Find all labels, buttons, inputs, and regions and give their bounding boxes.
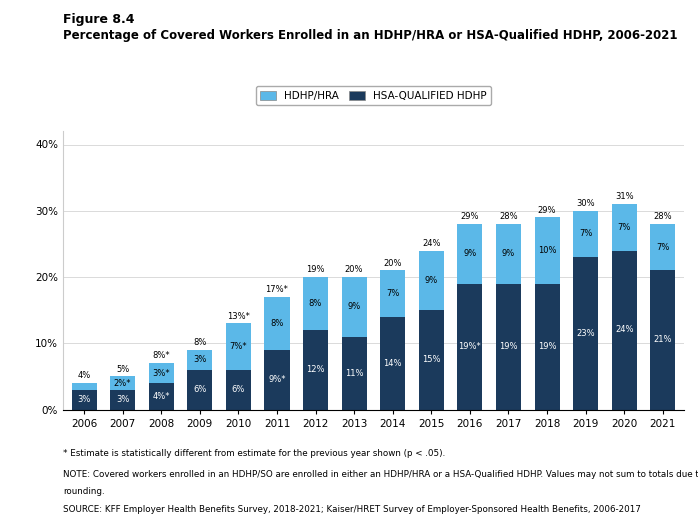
- Bar: [535, 284, 560, 410]
- Bar: [303, 330, 328, 410]
- Text: 3%: 3%: [116, 395, 129, 404]
- Legend: HDHP/HRA, HSA-QUALIFIED HDHP: HDHP/HRA, HSA-QUALIFIED HDHP: [256, 87, 491, 105]
- Bar: [187, 370, 212, 410]
- Text: 6%: 6%: [193, 385, 207, 394]
- Text: 29%: 29%: [461, 212, 479, 222]
- Text: 24%: 24%: [422, 239, 440, 248]
- Text: Figure 8.4: Figure 8.4: [63, 13, 134, 26]
- Text: Percentage of Covered Workers Enrolled in an HDHP/HRA or HSA-Qualified HDHP, 200: Percentage of Covered Workers Enrolled i…: [63, 29, 677, 42]
- Text: 28%: 28%: [653, 212, 672, 222]
- Bar: [110, 390, 135, 410]
- Text: 23%: 23%: [577, 329, 595, 338]
- Text: SOURCE: KFF Employer Health Benefits Survey, 2018-2021; Kaiser/HRET Survey of Em: SOURCE: KFF Employer Health Benefits Sur…: [63, 505, 641, 514]
- Text: 19%: 19%: [538, 342, 556, 351]
- Bar: [71, 390, 96, 410]
- Text: 20%: 20%: [383, 259, 402, 268]
- Bar: [265, 350, 290, 410]
- Text: 28%: 28%: [499, 212, 518, 222]
- Text: 8%: 8%: [193, 338, 207, 347]
- Bar: [380, 270, 406, 317]
- Text: 7%*: 7%*: [230, 342, 247, 351]
- Text: 19%: 19%: [499, 342, 518, 351]
- Bar: [419, 310, 444, 410]
- Bar: [341, 337, 366, 410]
- Text: 9%: 9%: [348, 302, 361, 311]
- Text: 10%: 10%: [538, 246, 556, 255]
- Bar: [535, 217, 560, 284]
- Text: 5%: 5%: [116, 365, 129, 374]
- Text: 31%: 31%: [615, 193, 634, 202]
- Text: 8%*: 8%*: [152, 351, 170, 361]
- Text: 21%: 21%: [653, 335, 672, 344]
- Text: 7%: 7%: [618, 223, 631, 232]
- Text: 29%: 29%: [538, 206, 556, 215]
- Text: 4%*: 4%*: [152, 392, 170, 401]
- Text: 7%: 7%: [656, 243, 669, 251]
- Text: 15%: 15%: [422, 355, 440, 364]
- Text: 19%*: 19%*: [459, 342, 481, 351]
- Bar: [496, 284, 521, 410]
- Text: 9%: 9%: [424, 276, 438, 285]
- Text: 17%*: 17%*: [265, 285, 288, 294]
- Text: 8%: 8%: [309, 299, 322, 308]
- Text: 3%: 3%: [77, 395, 91, 404]
- Bar: [457, 284, 482, 410]
- Text: NOTE: Covered workers enrolled in an HDHP/SO are enrolled in either an HDHP/HRA : NOTE: Covered workers enrolled in an HDH…: [63, 470, 698, 479]
- Bar: [149, 383, 174, 410]
- Bar: [303, 277, 328, 330]
- Bar: [611, 250, 637, 410]
- Bar: [496, 224, 521, 284]
- Bar: [457, 224, 482, 284]
- Text: 7%: 7%: [386, 289, 399, 298]
- Text: 13%*: 13%*: [227, 312, 250, 321]
- Text: 9%: 9%: [502, 249, 515, 258]
- Bar: [380, 317, 406, 410]
- Text: * Estimate is statistically different from estimate for the previous year shown : * Estimate is statistically different fr…: [63, 449, 445, 458]
- Text: 9%*: 9%*: [268, 375, 285, 384]
- Bar: [651, 270, 676, 410]
- Bar: [110, 376, 135, 390]
- Text: 2%*: 2%*: [114, 379, 131, 387]
- Bar: [226, 370, 251, 410]
- Bar: [573, 211, 598, 257]
- Bar: [71, 383, 96, 390]
- Text: 8%: 8%: [270, 319, 283, 328]
- Bar: [419, 250, 444, 310]
- Bar: [341, 277, 366, 337]
- Bar: [149, 363, 174, 383]
- Text: rounding.: rounding.: [63, 487, 105, 496]
- Text: 24%: 24%: [615, 326, 634, 334]
- Bar: [226, 323, 251, 370]
- Text: 19%: 19%: [306, 265, 325, 275]
- Text: 11%: 11%: [345, 369, 364, 377]
- Text: 3%*: 3%*: [152, 369, 170, 377]
- Bar: [651, 224, 676, 270]
- Text: 3%: 3%: [193, 355, 207, 364]
- Text: 7%: 7%: [579, 229, 593, 238]
- Text: 30%: 30%: [577, 199, 595, 208]
- Text: 4%: 4%: [77, 371, 91, 380]
- Bar: [265, 297, 290, 350]
- Text: 9%: 9%: [463, 249, 477, 258]
- Text: 12%: 12%: [306, 365, 325, 374]
- Text: 14%: 14%: [383, 359, 402, 368]
- Bar: [573, 257, 598, 410]
- Text: 20%: 20%: [345, 265, 364, 275]
- Bar: [187, 350, 212, 370]
- Text: 6%: 6%: [232, 385, 245, 394]
- Bar: [611, 204, 637, 250]
